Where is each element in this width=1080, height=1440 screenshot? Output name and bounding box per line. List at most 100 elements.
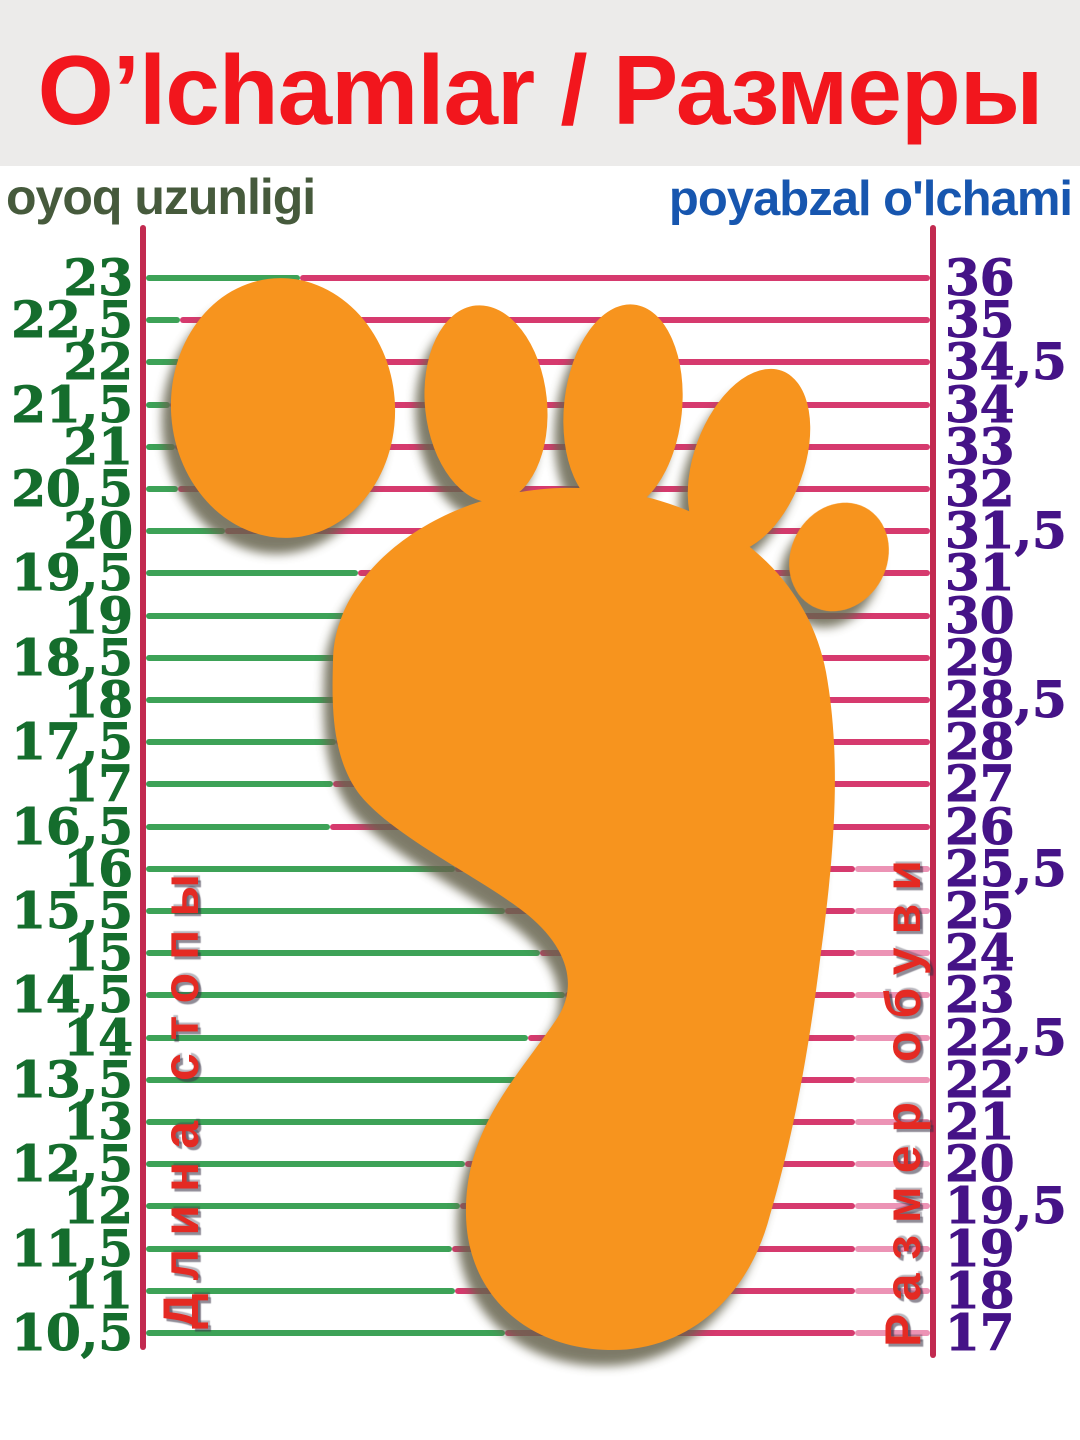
foot-length-value: 11 [63,1261,134,1320]
ruler-line-red [180,359,930,365]
foot-length-value: 11,5 [11,1219,134,1278]
ruler-line-pink [855,950,930,956]
ruler-line-pink [855,866,930,872]
ruler-line-pink [855,1077,930,1083]
shoe-size-value: 34,5 [945,332,1068,391]
ruler-line-red [178,486,930,492]
foot-length-value: 13 [63,1092,134,1151]
foot-length-value: 23 [63,248,134,307]
ruler-line-green [146,359,180,365]
left-ruler-border-line [140,225,146,1350]
ruler-line-green [146,528,225,534]
ruler-line-red [460,1203,855,1209]
ruler-line-pink [855,1246,930,1252]
ruler-line-green [146,739,336,745]
foot-length-value: 15,5 [11,881,134,940]
foot-length-value: 18,5 [11,628,134,687]
shoe-size-value: 21 [945,1092,1016,1151]
shoe-size-value: 25 [945,881,1016,940]
ruler-line-red [330,824,930,830]
ruler-line-green [146,824,330,830]
ruler-line-green [146,402,170,408]
ruler-line-red [170,402,930,408]
foot-length-value: 19,5 [11,543,134,602]
ruler-line-green [146,655,343,661]
ruler-line-red [505,1119,855,1125]
header-band [0,0,1080,166]
foot-length-value: 21,5 [11,375,134,434]
shoe-size-value: 17 [945,1303,1016,1362]
ruler-line-pink [855,1330,930,1336]
ruler-line-red [465,1161,855,1167]
ruler-line-red [180,317,930,323]
foot-length-value: 17 [63,754,134,813]
foot-length-value: 14,5 [11,965,134,1024]
foot-length-value: 22,5 [11,290,134,349]
ruler-line-green [146,444,175,450]
shoe-size-value: 32 [945,459,1016,518]
shoe-size-value: 24 [945,923,1016,982]
shoe-size-value: 19 [945,1219,1016,1278]
little-toe [789,502,889,612]
ruler-line-red [225,528,930,534]
ruler-line-green [146,486,178,492]
shoe-size-value: 31 [945,543,1016,602]
ruler-line-red [175,444,930,450]
ruler-line-red [540,950,855,956]
ruler-line-green [146,613,348,619]
ruler-line-pink [855,1288,930,1294]
shoe-size-axis-label: poyabzal o'lchami [668,172,1073,226]
foot-length-value: 18 [63,670,134,729]
ruler-line-green [146,1203,460,1209]
ruler-line-red [520,1077,855,1083]
foot-length-value: 16 [63,839,134,898]
right-ruler-border-line [930,225,936,1358]
ruler-line-red [333,781,930,787]
ruler-line-pink [855,1119,930,1125]
ruler-line-red [358,570,930,576]
ruler-line-green [146,866,455,872]
ruler-line-pink [855,1161,930,1167]
shoe-size-value: 28 [945,712,1016,771]
shoe-size-value: 34 [945,375,1016,434]
ruler-line-pink [855,1035,930,1041]
shoe-size-value: 23 [945,965,1016,1024]
big-toe [170,278,396,538]
shoe-size-value: 26 [945,797,1016,856]
ruler-line-red [342,697,930,703]
ruler-line-green [146,1288,455,1294]
ruler-line-red [336,739,930,745]
footprint [170,278,889,1351]
shoe-size-value: 22,5 [945,1008,1068,1067]
foot-length-value: 20 [63,501,134,560]
fourth-toe [687,368,811,554]
foot-length-value: 20,5 [11,459,134,518]
ruler-line-pink [855,1203,930,1209]
ruler-line-red [343,655,930,661]
third-toe [563,304,683,512]
foot-length-value: 15 [63,923,134,982]
shoe-size-value: 30 [945,586,1016,645]
shoe-size-value: 27 [945,754,1016,813]
foot-length-vertical-caption: Длина стопы [153,860,209,1330]
page-title: O’lchamlar / Размеры [37,35,1044,145]
shoe-size-value: 33 [945,417,1016,476]
ruler-line-red [505,908,855,914]
shoe-size-value: 35 [945,290,1016,349]
ruler-line-red [300,275,930,281]
ruler-line-red [455,1288,855,1294]
foot-length-value: 12 [63,1176,134,1235]
ruler-line-green [146,781,333,787]
foot-length-value: 17,5 [11,712,134,771]
shoe-size-value: 28,5 [945,670,1068,729]
ruler-line-green [146,697,342,703]
ruler-line-red [565,992,855,998]
ruler-line-red [528,1035,855,1041]
shoe-size-value: 29 [945,628,1016,687]
foot-length-value: 13,5 [11,1050,134,1109]
shoe-size-value: 36 [945,248,1016,307]
shoe-size-vertical-caption: Размер обуви [875,847,931,1347]
foot-length-axis-label: oyoq uzunligi [6,169,316,225]
foot-length-value: 21 [63,417,134,476]
